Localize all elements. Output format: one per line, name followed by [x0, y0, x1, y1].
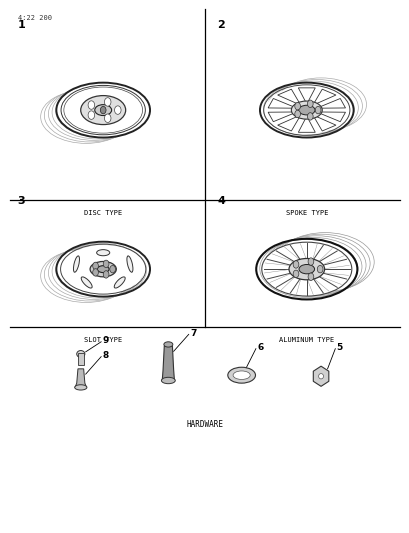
- Ellipse shape: [262, 243, 351, 296]
- Polygon shape: [267, 112, 296, 122]
- Polygon shape: [312, 366, 328, 386]
- Ellipse shape: [161, 377, 175, 384]
- Ellipse shape: [164, 342, 173, 347]
- Ellipse shape: [291, 101, 321, 119]
- Ellipse shape: [307, 112, 312, 120]
- Text: HARDWARE: HARDWARE: [186, 420, 223, 429]
- Text: 7: 7: [189, 329, 196, 338]
- Ellipse shape: [317, 265, 322, 273]
- Ellipse shape: [81, 277, 92, 288]
- Ellipse shape: [76, 351, 85, 358]
- Ellipse shape: [265, 86, 347, 134]
- Ellipse shape: [307, 258, 313, 265]
- Ellipse shape: [307, 273, 313, 280]
- Polygon shape: [298, 116, 315, 132]
- Ellipse shape: [292, 261, 298, 268]
- Ellipse shape: [92, 269, 98, 276]
- Ellipse shape: [127, 256, 133, 272]
- Ellipse shape: [104, 114, 111, 123]
- Polygon shape: [312, 115, 335, 131]
- Ellipse shape: [298, 105, 314, 115]
- Text: SLOT TYPE: SLOT TYPE: [84, 337, 122, 343]
- Ellipse shape: [92, 262, 98, 270]
- Ellipse shape: [88, 111, 94, 119]
- Ellipse shape: [227, 367, 255, 383]
- Ellipse shape: [88, 101, 94, 109]
- Ellipse shape: [97, 265, 109, 272]
- Polygon shape: [298, 88, 315, 104]
- Text: 4: 4: [217, 196, 225, 206]
- Polygon shape: [75, 369, 86, 387]
- Ellipse shape: [114, 277, 125, 288]
- Text: 9: 9: [102, 336, 108, 345]
- Ellipse shape: [90, 262, 116, 277]
- Ellipse shape: [233, 371, 249, 379]
- Ellipse shape: [318, 374, 323, 379]
- Ellipse shape: [100, 107, 106, 114]
- Ellipse shape: [62, 245, 144, 293]
- Polygon shape: [267, 99, 296, 108]
- Ellipse shape: [292, 270, 298, 278]
- Bar: [77, 353, 84, 365]
- Ellipse shape: [307, 100, 312, 108]
- Ellipse shape: [315, 107, 320, 114]
- Ellipse shape: [298, 264, 314, 274]
- Polygon shape: [312, 89, 335, 105]
- Text: SPOKE TYPE: SPOKE TYPE: [285, 210, 327, 216]
- Ellipse shape: [288, 259, 324, 280]
- Ellipse shape: [97, 249, 110, 256]
- Ellipse shape: [294, 110, 300, 118]
- Ellipse shape: [114, 106, 121, 114]
- Polygon shape: [162, 346, 174, 381]
- Ellipse shape: [81, 95, 126, 125]
- Text: DISC TYPE: DISC TYPE: [84, 210, 122, 216]
- Polygon shape: [277, 115, 300, 131]
- Ellipse shape: [104, 98, 111, 106]
- Ellipse shape: [294, 102, 300, 110]
- Polygon shape: [316, 99, 345, 108]
- Ellipse shape: [58, 84, 148, 136]
- Ellipse shape: [103, 271, 109, 278]
- Ellipse shape: [103, 260, 109, 268]
- Text: 6: 6: [256, 343, 263, 352]
- Text: 8: 8: [102, 351, 108, 360]
- Text: 2: 2: [217, 20, 225, 30]
- Text: 5: 5: [336, 343, 342, 352]
- Text: 4:22 200: 4:22 200: [18, 14, 52, 21]
- Ellipse shape: [94, 104, 111, 116]
- Ellipse shape: [110, 265, 115, 273]
- Text: 1: 1: [18, 20, 25, 30]
- Ellipse shape: [73, 256, 79, 272]
- Text: ALUMINUM TYPE: ALUMINUM TYPE: [279, 337, 334, 343]
- Ellipse shape: [74, 385, 87, 390]
- Polygon shape: [316, 112, 345, 122]
- Polygon shape: [277, 89, 300, 105]
- Text: 3: 3: [18, 196, 25, 206]
